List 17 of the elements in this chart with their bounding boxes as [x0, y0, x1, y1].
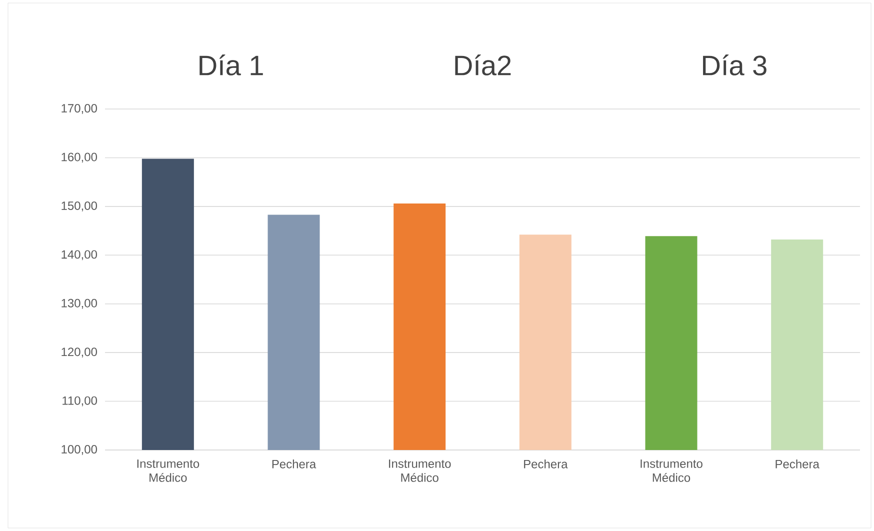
y-tick-label: 130,00 — [62, 298, 98, 309]
y-tick-label: 150,00 — [62, 201, 98, 212]
text: Día 3 — [703, 54, 766, 76]
x-tick-label: Instrumento Médico — [640, 460, 702, 482]
x-tick-label: Pechera — [776, 460, 820, 468]
text: Día 1 — [200, 54, 263, 76]
x-tick-label: Pechera — [272, 460, 316, 468]
x-tick-label: Instrumento Médico — [137, 460, 200, 482]
y-tick-label: 140,00 — [62, 250, 98, 260]
text: Día2 — [455, 54, 511, 76]
y-tick-label: 160,00 — [62, 152, 98, 163]
x-tick-label: Instrumento Médico — [389, 460, 451, 482]
y-tick-label: 100,00 — [62, 445, 98, 455]
x-tick-label: Pechera — [524, 460, 568, 468]
y-tick-label: 170,00 — [62, 104, 98, 114]
y-tick-label: 120,00 — [62, 348, 98, 358]
y-tick-label: 110,00 — [62, 396, 98, 406]
